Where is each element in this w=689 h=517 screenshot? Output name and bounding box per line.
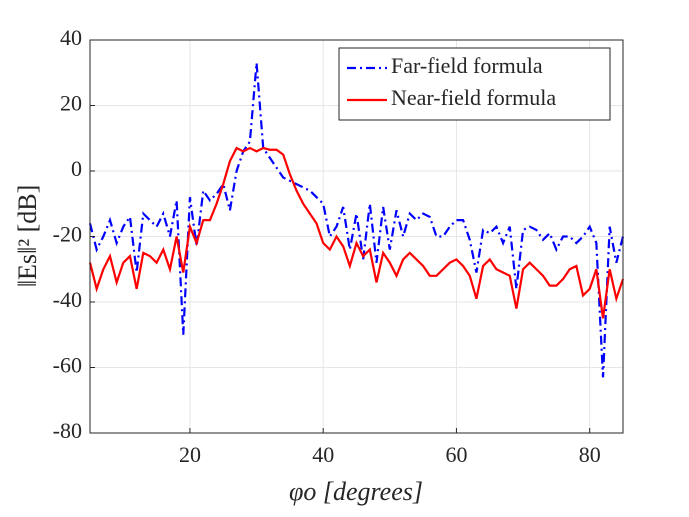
y-axis-label: ‖Es‖² [dB] xyxy=(13,185,42,288)
legend-box xyxy=(338,47,611,121)
y-tick-label: -60 xyxy=(53,353,82,378)
y-tick-label: -80 xyxy=(53,418,82,443)
lines xyxy=(88,62,625,378)
grid xyxy=(90,39,623,434)
x-axis-label: φo [degrees] xyxy=(289,477,423,506)
y-tick-label: -20 xyxy=(53,222,82,247)
x-tick-label: 40 xyxy=(312,442,334,467)
y-tick-label: -40 xyxy=(53,287,82,312)
y-tick-label: 40 xyxy=(60,25,82,50)
x-tick-label: 60 xyxy=(445,442,467,467)
y-tick-label: 20 xyxy=(60,91,82,116)
x-tick-label: 80 xyxy=(579,442,601,467)
y-tick-label: 0 xyxy=(71,156,82,181)
series-line xyxy=(88,146,625,319)
x-tick-label: 20 xyxy=(179,442,201,467)
legend-label: Far-field formula xyxy=(391,53,543,78)
legend-label: Near-field formula xyxy=(391,85,556,110)
